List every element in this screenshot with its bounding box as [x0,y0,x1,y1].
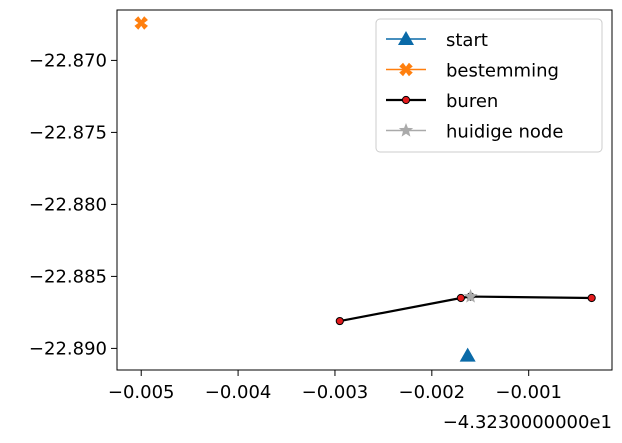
legend-entry: bestemming [386,61,559,82]
series-1 [134,16,148,30]
data-point [456,293,465,303]
legend-entry: start [386,30,488,51]
y-tick-label: −22.890 [29,338,107,359]
legend-entry: huidige node [386,122,563,143]
y-tick-label: −22.870 [29,50,107,71]
data-point [459,347,476,362]
x-tick-label: −0.004 [205,382,272,403]
x-tick-label: −0.003 [302,382,369,403]
legend-marker [399,62,413,77]
x-axis-offset-label: −4.3230000000e1 [443,412,612,433]
legend-label: bestemming [446,61,559,82]
y-tick-label: −22.875 [29,122,107,143]
legend-label: huidige node [446,122,563,143]
series-0 [459,347,476,362]
x-axis: −0.005 −0.004 −0.003 −0.002 −0.001 [108,370,562,403]
legend-marker [398,123,414,137]
legend-box [375,18,603,153]
y-tick-label: −22.880 [29,194,107,215]
data-point [463,289,478,303]
legend-marker [401,95,411,105]
legend-entry: buren [386,91,498,112]
x-tick-label: −0.005 [108,382,175,403]
data-point [335,316,344,326]
data-point [134,16,148,30]
x-tick-label: −0.002 [399,382,466,403]
legend-label: start [446,30,488,51]
legend-label: buren [446,91,498,112]
y-tick-label: −22.885 [29,266,107,287]
series-2 [335,292,596,326]
series-3 [463,289,478,303]
legend-marker [398,31,414,45]
y-axis: −22.870 −22.875 −22.880 −22.885 −22.890 [29,50,117,359]
legend: start bestemming buren huidige node [375,18,603,153]
x-tick-label: −0.001 [495,382,562,403]
series-line [339,295,592,323]
data-point [587,293,596,303]
